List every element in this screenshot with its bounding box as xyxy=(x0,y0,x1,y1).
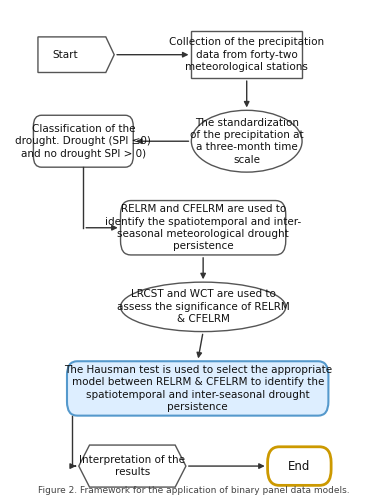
Bar xyxy=(191,31,302,78)
Text: Classification of the
drought. Drought (SPI ≤0)
and no drought SPI > 0): Classification of the drought. Drought (… xyxy=(15,124,151,158)
FancyBboxPatch shape xyxy=(268,447,331,486)
Text: The Hausman test is used to select the appropriate
model between RELRM & CFELRM : The Hausman test is used to select the a… xyxy=(64,365,332,412)
FancyBboxPatch shape xyxy=(67,361,328,416)
FancyBboxPatch shape xyxy=(121,200,286,255)
Polygon shape xyxy=(79,445,186,487)
Text: Collection of the precipitation
data from forty-two
meteorological stations: Collection of the precipitation data fro… xyxy=(169,38,324,72)
Polygon shape xyxy=(38,37,114,72)
Text: Interpretation of the
results: Interpretation of the results xyxy=(79,455,185,477)
Text: The standardization
of the precipitation at
a three-month time
scale: The standardization of the precipitation… xyxy=(190,118,303,165)
FancyBboxPatch shape xyxy=(33,116,133,167)
Ellipse shape xyxy=(191,110,302,172)
Text: Figure 2. Framework for the application of binary panel data models.: Figure 2. Framework for the application … xyxy=(38,486,350,495)
Text: LRCST and WCT are used to
assess the significance of RELRM
& CFELRM: LRCST and WCT are used to assess the sig… xyxy=(117,290,290,324)
Ellipse shape xyxy=(121,282,286,332)
Text: RELRM and CFELRM are used to
identify the spatiotemporal and inter-
seasonal met: RELRM and CFELRM are used to identify th… xyxy=(105,204,301,252)
Text: End: End xyxy=(288,460,311,472)
Text: Start: Start xyxy=(52,50,78,59)
